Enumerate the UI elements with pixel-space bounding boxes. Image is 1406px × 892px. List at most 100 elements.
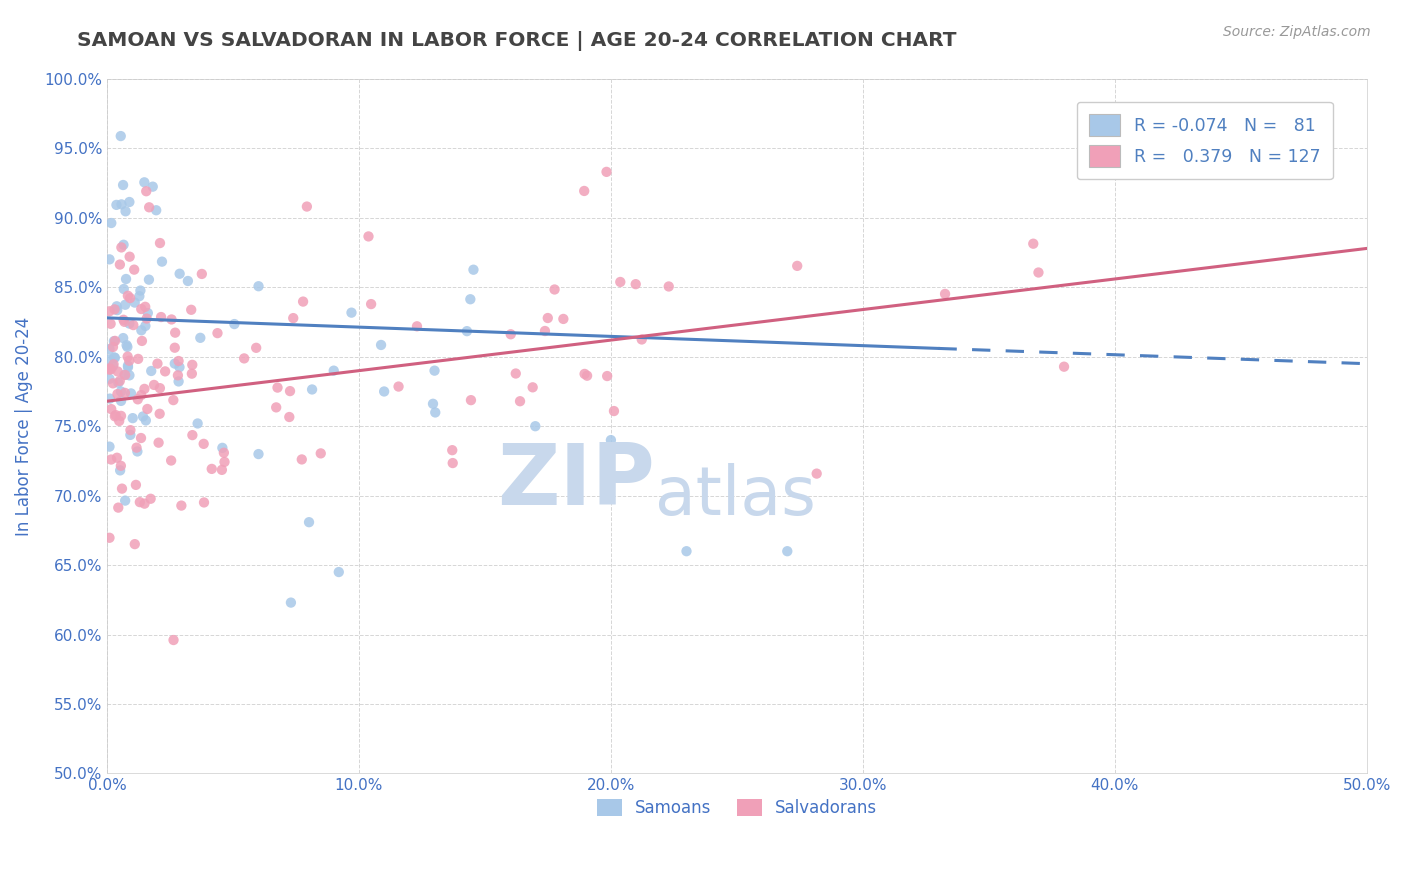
Point <box>112 237 135 252</box>
Point <box>145 203 167 218</box>
Point <box>142 179 165 194</box>
Point <box>103 357 125 371</box>
Point <box>177 274 200 288</box>
Point <box>595 165 617 179</box>
Point <box>360 297 382 311</box>
Point <box>105 303 128 318</box>
Point <box>191 267 214 281</box>
Point <box>357 229 380 244</box>
Point <box>114 204 136 219</box>
Point <box>100 216 122 230</box>
Point <box>136 306 159 320</box>
Point <box>134 175 156 189</box>
Point <box>160 312 183 326</box>
Point <box>129 284 152 298</box>
Point <box>110 384 132 399</box>
Point <box>266 381 288 395</box>
Point <box>98 361 121 376</box>
Point <box>624 277 647 292</box>
Point <box>423 364 446 378</box>
Point <box>509 394 531 409</box>
Point <box>104 334 127 348</box>
Point <box>100 402 122 417</box>
Point <box>162 633 184 648</box>
Point <box>110 458 132 473</box>
Point <box>117 360 139 375</box>
Point <box>112 282 135 296</box>
Point <box>138 200 160 214</box>
Point <box>201 462 224 476</box>
Text: atlas: atlas <box>655 463 815 529</box>
Point <box>120 428 142 442</box>
Point <box>170 499 193 513</box>
Point <box>107 376 129 390</box>
Point <box>112 331 135 345</box>
Point <box>101 376 124 391</box>
Point <box>122 318 145 332</box>
Text: Source: ZipAtlas.com: Source: ZipAtlas.com <box>1223 25 1371 39</box>
Point <box>110 409 132 423</box>
Point <box>117 359 139 373</box>
Point <box>187 417 209 431</box>
Point <box>121 411 143 425</box>
Point <box>108 463 131 477</box>
Point <box>103 351 125 365</box>
Point <box>387 379 409 393</box>
Point <box>150 310 173 324</box>
Point <box>328 565 350 579</box>
Point <box>118 194 141 209</box>
Point <box>422 397 444 411</box>
Point <box>553 312 575 326</box>
Point <box>104 351 127 365</box>
Point <box>600 433 623 447</box>
Point <box>291 452 314 467</box>
Point <box>934 287 956 301</box>
Point <box>110 240 132 254</box>
Point <box>114 298 136 312</box>
Point <box>135 413 157 427</box>
Point <box>576 368 599 383</box>
Point <box>118 368 141 383</box>
Point <box>100 317 122 331</box>
Point <box>118 250 141 264</box>
Point <box>283 311 305 326</box>
Point <box>98 372 121 386</box>
Point <box>129 301 152 316</box>
Point <box>370 338 392 352</box>
Point <box>110 393 132 408</box>
Point <box>114 385 136 400</box>
Point <box>103 334 125 349</box>
Point <box>135 311 157 326</box>
Point <box>134 300 156 314</box>
Point <box>425 405 447 419</box>
Point <box>132 409 155 424</box>
Point <box>193 495 215 509</box>
Point <box>110 129 132 144</box>
Point <box>114 493 136 508</box>
Point <box>211 463 233 477</box>
Point <box>101 340 124 354</box>
Point <box>129 431 152 445</box>
Point <box>212 446 235 460</box>
Point <box>167 375 190 389</box>
Point <box>1053 359 1076 374</box>
Point <box>108 258 131 272</box>
Point <box>675 544 697 558</box>
Point <box>340 306 363 320</box>
Point <box>131 334 153 348</box>
Point <box>134 497 156 511</box>
Point <box>127 392 149 407</box>
Point <box>537 311 560 326</box>
Point <box>127 444 149 458</box>
Point <box>128 289 150 303</box>
Point <box>247 279 270 293</box>
Point <box>167 368 190 383</box>
Point <box>103 302 125 317</box>
Point <box>193 437 215 451</box>
Point <box>463 262 485 277</box>
Point <box>211 441 233 455</box>
Point <box>115 338 138 352</box>
Point <box>129 388 152 402</box>
Point <box>776 544 799 558</box>
Point <box>278 410 301 425</box>
